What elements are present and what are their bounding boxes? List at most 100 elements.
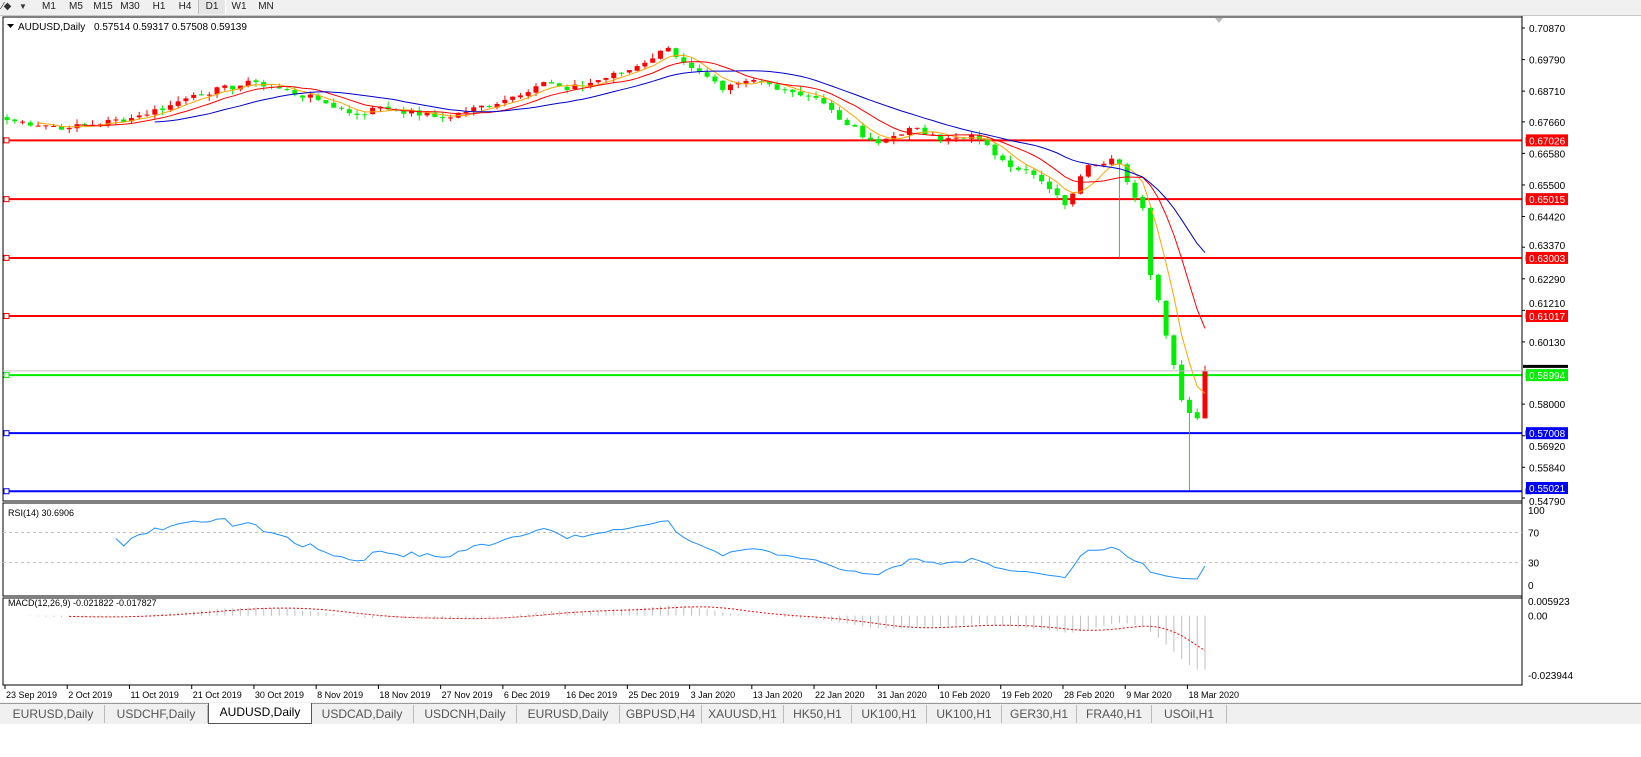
chart-menu-arrow-icon[interactable] bbox=[7, 24, 14, 28]
line-handle-icon[interactable] bbox=[3, 488, 10, 495]
chart-tab[interactable]: AUDUSD,Daily bbox=[208, 703, 312, 724]
line-handle-icon[interactable] bbox=[3, 137, 10, 144]
price-line-label: 0.63003 bbox=[1529, 254, 1566, 265]
ohlc-readout: 0.57514 0.59317 0.57508 0.59139 bbox=[94, 22, 247, 33]
chart-tab[interactable]: USOil,H1 bbox=[1152, 705, 1227, 723]
timeframe-m30-button[interactable]: M30 bbox=[120, 1, 140, 12]
price-line-label: 0.57008 bbox=[1529, 429, 1566, 440]
candle-body bbox=[409, 109, 415, 114]
candle-body bbox=[502, 99, 508, 104]
price-line-label-bg bbox=[1526, 369, 1568, 382]
price-line-label-bg bbox=[1526, 251, 1568, 264]
candle-body bbox=[867, 137, 873, 140]
candle-body bbox=[689, 62, 695, 69]
price-tick-label: 0.62290 bbox=[1529, 275, 1566, 286]
candle-body bbox=[914, 127, 920, 129]
main-price-panel bbox=[2, 16, 1523, 502]
candle-body bbox=[1078, 176, 1084, 194]
date-label: 9 Mar 2020 bbox=[1126, 690, 1172, 700]
line-handle-icon[interactable] bbox=[3, 372, 10, 379]
chart-tab[interactable]: FRA40,H1 bbox=[1077, 705, 1152, 723]
timeframe-h4-button[interactable]: H4 bbox=[178, 1, 192, 12]
candle-body bbox=[121, 119, 127, 122]
price-line-label: 0.67026 bbox=[1529, 136, 1566, 147]
macd-axis-label: -0.023944 bbox=[1528, 671, 1573, 682]
dropdown-arrow-icon[interactable]: ▼ bbox=[19, 2, 27, 11]
macd-axis-label: 0.00 bbox=[1528, 612, 1548, 623]
candle-body bbox=[976, 134, 982, 140]
candle-body bbox=[1179, 364, 1185, 401]
candle-body bbox=[237, 85, 243, 90]
chart-tab[interactable]: USDCNH,Daily bbox=[414, 705, 517, 723]
chart-title: AUDUSD,Daily bbox=[18, 22, 85, 33]
chart-tab[interactable]: EURUSD,Daily bbox=[2, 705, 105, 723]
candle-body bbox=[1132, 182, 1138, 198]
timeframe-m15-button[interactable]: M15 bbox=[93, 1, 113, 12]
timeframe-m5-button[interactable]: M5 bbox=[69, 1, 83, 12]
candle-body bbox=[541, 82, 547, 87]
candle-body bbox=[1070, 193, 1076, 205]
date-label: 2 Oct 2019 bbox=[68, 690, 112, 700]
candle-body bbox=[494, 103, 500, 108]
candle-body bbox=[642, 62, 648, 67]
candle-body bbox=[797, 91, 803, 96]
candle-body bbox=[346, 109, 352, 114]
chart-tab[interactable]: XAUUSD,H1 bbox=[702, 705, 784, 723]
candle-body bbox=[549, 82, 555, 84]
chart-canvas[interactable]: AUDUSD,Daily 0.57514 0.59317 0.57508 0.59… bbox=[0, 16, 1641, 702]
candle-body bbox=[922, 127, 928, 135]
candle-body bbox=[1101, 163, 1107, 166]
timeframe-m1-button[interactable]: M1 bbox=[42, 1, 56, 12]
candle-body bbox=[339, 107, 345, 109]
chart-tab[interactable]: UK100,H1 bbox=[852, 705, 927, 723]
line-tool-icon[interactable]: ⁄◆ bbox=[2, 1, 12, 12]
candle-body bbox=[650, 58, 656, 63]
candle-body bbox=[1054, 188, 1060, 196]
chart-tabs: EURUSD,Daily USDCHF,Daily AUDUSD,Daily USDC… bbox=[0, 703, 1641, 724]
chart-tab[interactable]: USDCAD,Daily bbox=[311, 705, 414, 723]
candle-body bbox=[906, 127, 912, 135]
timeframe-w1-button[interactable]: W1 bbox=[231, 1, 247, 12]
candle-body bbox=[945, 138, 951, 140]
candle-body bbox=[852, 125, 858, 127]
macd-label: MACD(12,26,9) -0.021822 -0.017827 bbox=[8, 598, 157, 608]
line-handle-icon[interactable] bbox=[3, 254, 10, 261]
date-label: 19 Feb 2020 bbox=[1002, 690, 1053, 700]
chart-tab[interactable]: EURUSD,Daily bbox=[517, 705, 620, 723]
price-tick-label: 0.68710 bbox=[1529, 87, 1566, 98]
price-line-label: 0.61017 bbox=[1529, 312, 1566, 323]
line-handle-icon[interactable] bbox=[3, 430, 10, 437]
candle-body bbox=[479, 105, 485, 108]
candle-body bbox=[595, 80, 601, 83]
price-tick-label: 0.56920 bbox=[1529, 442, 1566, 453]
price-tick-label: 0.60130 bbox=[1529, 338, 1566, 349]
candle-body bbox=[727, 84, 733, 91]
candle-body bbox=[27, 122, 33, 126]
line-handle-icon[interactable] bbox=[3, 312, 10, 319]
chart-tab[interactable]: HK50,H1 bbox=[784, 705, 852, 723]
timeframe-mn-button[interactable]: MN bbox=[258, 1, 274, 12]
price-tick-label: 0.70870 bbox=[1529, 24, 1566, 35]
chart-tab[interactable]: GER30,H1 bbox=[1002, 705, 1077, 723]
candle-body bbox=[113, 119, 119, 121]
candle-body bbox=[1155, 274, 1161, 301]
timeframe-d1-button[interactable]: D1 bbox=[198, 0, 226, 14]
date-label: 18 Mar 2020 bbox=[1188, 690, 1239, 700]
candle-body bbox=[432, 112, 438, 117]
candle-body bbox=[603, 77, 609, 80]
candle-body bbox=[128, 118, 134, 122]
chart-tab[interactable]: USDCHF,Daily bbox=[105, 705, 208, 723]
candle-body bbox=[782, 89, 788, 91]
date-label: 6 Dec 2019 bbox=[504, 690, 550, 700]
candle-body bbox=[12, 119, 18, 122]
candle-body bbox=[766, 81, 772, 85]
line-handle-icon[interactable] bbox=[3, 196, 10, 203]
chart-tab[interactable]: UK100,H1 bbox=[927, 705, 1002, 723]
candle-body bbox=[160, 108, 166, 110]
candle-body bbox=[525, 92, 531, 96]
candle-body bbox=[276, 86, 282, 89]
chart-window[interactable]: AUDUSD,Daily 0.57514 0.59317 0.57508 0.59… bbox=[0, 16, 1641, 702]
chart-tab[interactable]: GBPUSD,H4 bbox=[620, 705, 702, 723]
timeframe-h1-button[interactable]: H1 bbox=[152, 1, 166, 12]
candle-body bbox=[1163, 300, 1169, 336]
